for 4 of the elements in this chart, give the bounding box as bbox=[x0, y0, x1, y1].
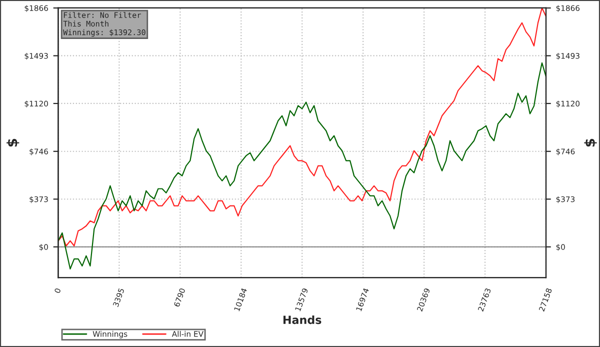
y-axis-title: $ bbox=[6, 138, 20, 147]
y2-axis-title: $ bbox=[584, 138, 597, 147]
x-axis-title: Hands bbox=[283, 315, 322, 324]
line-series bbox=[58, 62, 546, 270]
